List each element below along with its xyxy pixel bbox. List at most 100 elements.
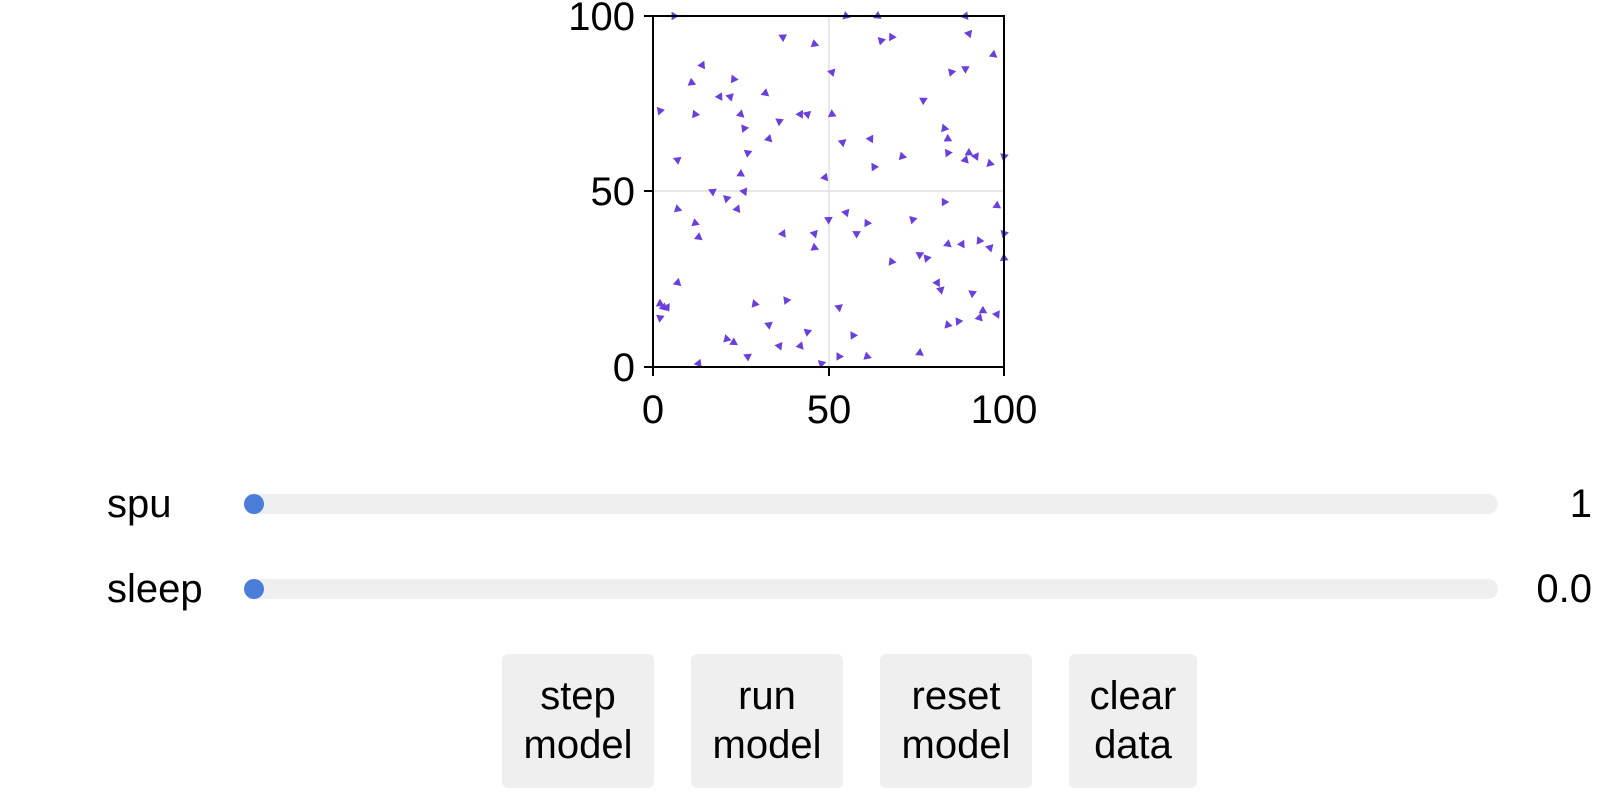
button-label-line: data: [1094, 723, 1172, 767]
slider-value-sleep: 0.0: [1536, 567, 1592, 611]
agent-marker: [889, 32, 897, 42]
agent-marker: [834, 304, 843, 313]
y-axis: 100 50 0: [568, 0, 653, 390]
agent-marker: [985, 244, 994, 253]
agent-marker: [944, 320, 953, 329]
x-tick-label: 0: [642, 388, 664, 432]
agent-marker: [809, 229, 818, 239]
agent-marker: [945, 148, 953, 158]
agent-marker: [919, 97, 928, 106]
agent-marker: [774, 342, 783, 351]
agent-marker: [743, 353, 752, 362]
agent-marker: [783, 296, 792, 305]
agent-marker: [764, 134, 773, 143]
agent-marker: [662, 303, 670, 312]
agent-marker: [656, 106, 665, 116]
agent-marker: [964, 147, 974, 156]
slider-sleep: sleep 0.0: [0, 564, 1600, 614]
agent-marker: [692, 109, 701, 119]
control-buttons: step model run model reset model clear d…: [0, 654, 1600, 790]
agent-marker: [836, 352, 844, 361]
agent-scatter-plot: 100 50 0 0 50 100: [568, 0, 1038, 432]
agent-marker: [961, 66, 970, 74]
reset-model-button[interactable]: reset model: [880, 654, 1032, 788]
agent-marker: [992, 310, 1000, 319]
agent-marker: [729, 337, 738, 346]
agent-marker: [970, 152, 979, 161]
agent-marker: [976, 236, 985, 245]
button-label-line: reset: [911, 674, 1001, 718]
x-tick-label: 50: [807, 388, 852, 432]
agent-marker: [687, 77, 697, 86]
agent-marker: [810, 242, 820, 251]
button-label-line: model: [712, 723, 822, 767]
agent-marker: [736, 109, 745, 118]
agent-marker: [964, 29, 973, 39]
agent-marker: [898, 151, 908, 161]
agent-marker: [656, 314, 665, 323]
agent-marker: [691, 218, 700, 227]
agent-marker: [795, 109, 803, 119]
spu-slider-handle[interactable]: [244, 494, 264, 514]
slider-value-spu: 1: [1569, 482, 1592, 526]
agent-marker: [871, 162, 880, 172]
agent-marker: [986, 158, 995, 167]
agent-marker: [877, 37, 886, 46]
slider-label-sleep: sleep: [107, 567, 203, 611]
run-model-button[interactable]: run model: [691, 654, 843, 788]
agent-marker: [778, 34, 788, 43]
agent-marker: [863, 351, 872, 360]
agent-marker: [764, 321, 773, 330]
agent-marker: [723, 334, 732, 343]
button-label-line: run: [738, 674, 796, 718]
sleep-slider-handle[interactable]: [244, 579, 264, 599]
agent-marker: [739, 187, 748, 197]
agent-marker: [741, 124, 750, 133]
agent-marker: [948, 68, 957, 77]
agent-marker: [909, 216, 918, 225]
x-tick-label: 100: [971, 388, 1038, 432]
agent-marker: [827, 109, 837, 118]
button-label-line: model: [523, 723, 633, 767]
slider-spu: spu 1: [0, 479, 1600, 529]
agent-marker: [960, 155, 969, 164]
agent-marker: [672, 277, 682, 287]
agent-marker: [714, 92, 723, 101]
agent-marker: [827, 68, 836, 77]
agent-marker: [751, 299, 760, 308]
agent-marker: [850, 331, 859, 340]
agent-marker: [968, 290, 977, 299]
y-tick-label: 50: [591, 170, 636, 214]
y-tick-label: 100: [568, 0, 635, 39]
sleep-slider-track[interactable]: [244, 579, 1498, 599]
agent-marker: [810, 39, 820, 48]
agent-marker: [956, 239, 965, 249]
agent-points: [655, 11, 1009, 369]
agent-marker: [915, 348, 924, 356]
grid-lines: [653, 16, 1004, 367]
agent-marker: [730, 74, 739, 84]
agent-marker: [943, 239, 952, 248]
agent-marker: [841, 208, 850, 218]
agent-marker: [725, 93, 734, 102]
agent-marker: [865, 134, 874, 144]
x-axis: 0 50 100: [642, 367, 1038, 432]
clear-data-button[interactable]: clear data: [1069, 654, 1197, 788]
agent-marker: [824, 216, 833, 225]
agent-marker: [693, 358, 702, 368]
spu-slider-track[interactable]: [244, 494, 1498, 514]
agent-marker: [736, 169, 745, 177]
agent-marker: [837, 139, 847, 148]
step-model-button[interactable]: step model: [502, 654, 654, 788]
agent-marker: [888, 257, 897, 266]
agent-marker: [932, 278, 940, 288]
agent-marker: [708, 188, 717, 197]
agent-marker: [697, 60, 705, 70]
agent-marker: [873, 11, 882, 19]
y-tick-label: 0: [613, 346, 635, 390]
agent-marker: [795, 341, 804, 350]
agent-marker: [943, 133, 953, 142]
agent-marker: [694, 232, 703, 241]
agent-marker: [777, 229, 786, 238]
agent-marker: [923, 254, 932, 263]
